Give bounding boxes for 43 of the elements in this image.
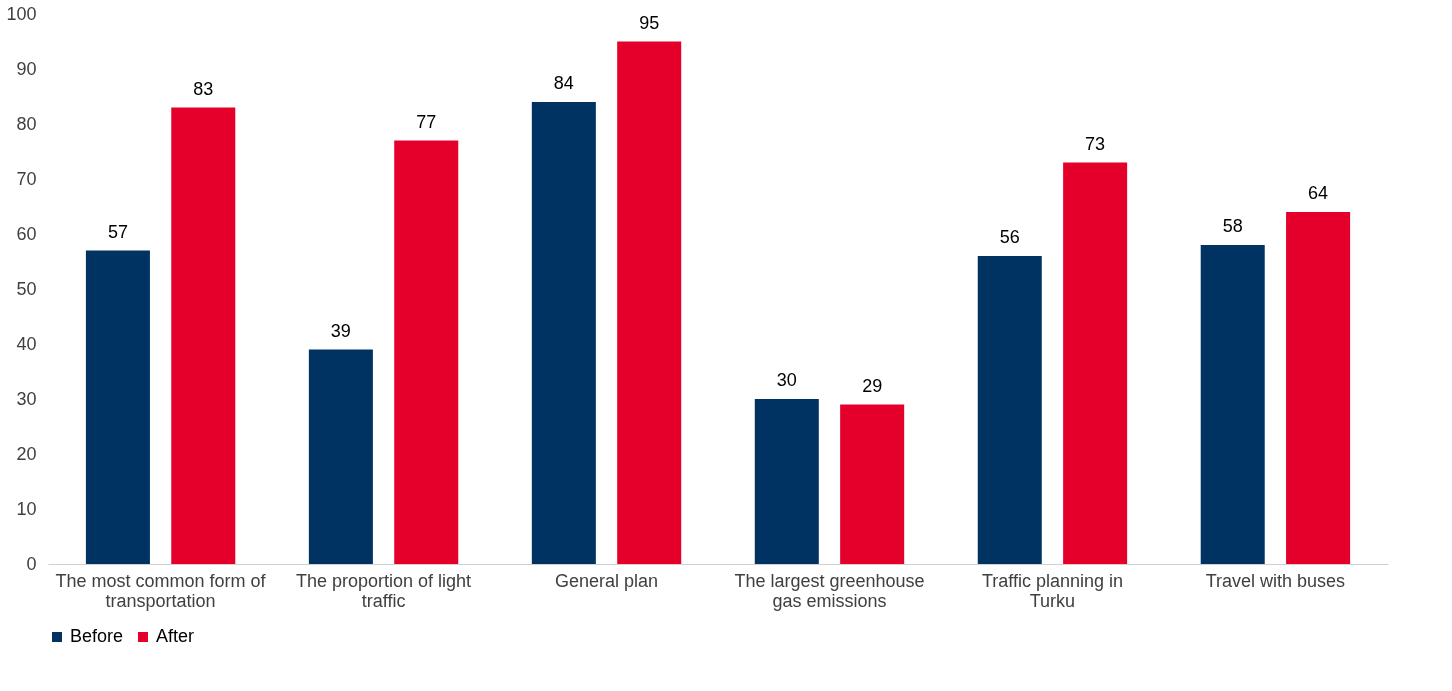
x-tick-label: The largest greenhouse gas emissions [734, 570, 925, 611]
data-label: 83 [193, 78, 214, 99]
legend-label: Before [70, 626, 124, 646]
data-label: 56 [999, 227, 1020, 247]
bar [308, 349, 373, 564]
bar [1063, 162, 1128, 564]
y-tick-label: 30 [16, 388, 37, 409]
y-tick-label: 80 [16, 113, 37, 134]
bar [840, 404, 905, 564]
y-tick-label: 20 [16, 443, 37, 464]
x-tick-label: Travel with buses [1205, 570, 1346, 591]
data-label: 64 [1308, 183, 1329, 203]
data-label: 29 [862, 375, 883, 396]
y-tick-label: 0 [26, 553, 37, 574]
x-tick-label: The proportion of light traffic [296, 570, 472, 611]
bar [977, 256, 1042, 564]
bar [171, 107, 236, 564]
data-label: 58 [1222, 216, 1243, 236]
bar [1286, 212, 1351, 564]
data-label: 95 [639, 12, 660, 33]
bar [394, 140, 459, 564]
data-label: 39 [330, 320, 351, 341]
y-tick-label: 70 [16, 168, 37, 189]
x-tick-label: General plan [554, 570, 659, 591]
bar [754, 399, 819, 564]
bar [531, 102, 596, 564]
bar [617, 41, 682, 564]
y-tick-label: 60 [16, 223, 37, 244]
x-tick-label: Traffic planning in Turku [981, 570, 1123, 611]
y-tick-label: 40 [16, 333, 37, 354]
data-label: 57 [107, 221, 128, 242]
data-label: 30 [776, 370, 797, 390]
y-tick-label: 100 [6, 3, 37, 24]
legend-label: After [156, 626, 195, 646]
bar [1200, 245, 1265, 564]
data-label: 84 [553, 73, 574, 93]
y-tick-label: 10 [16, 498, 37, 519]
x-tick-label: The most common form of transportation [55, 570, 267, 611]
data-label: 73 [1085, 133, 1106, 154]
bar [85, 250, 150, 564]
y-tick-label: 90 [16, 58, 37, 79]
data-label: 77 [416, 111, 437, 132]
y-tick-label: 50 [16, 278, 37, 299]
